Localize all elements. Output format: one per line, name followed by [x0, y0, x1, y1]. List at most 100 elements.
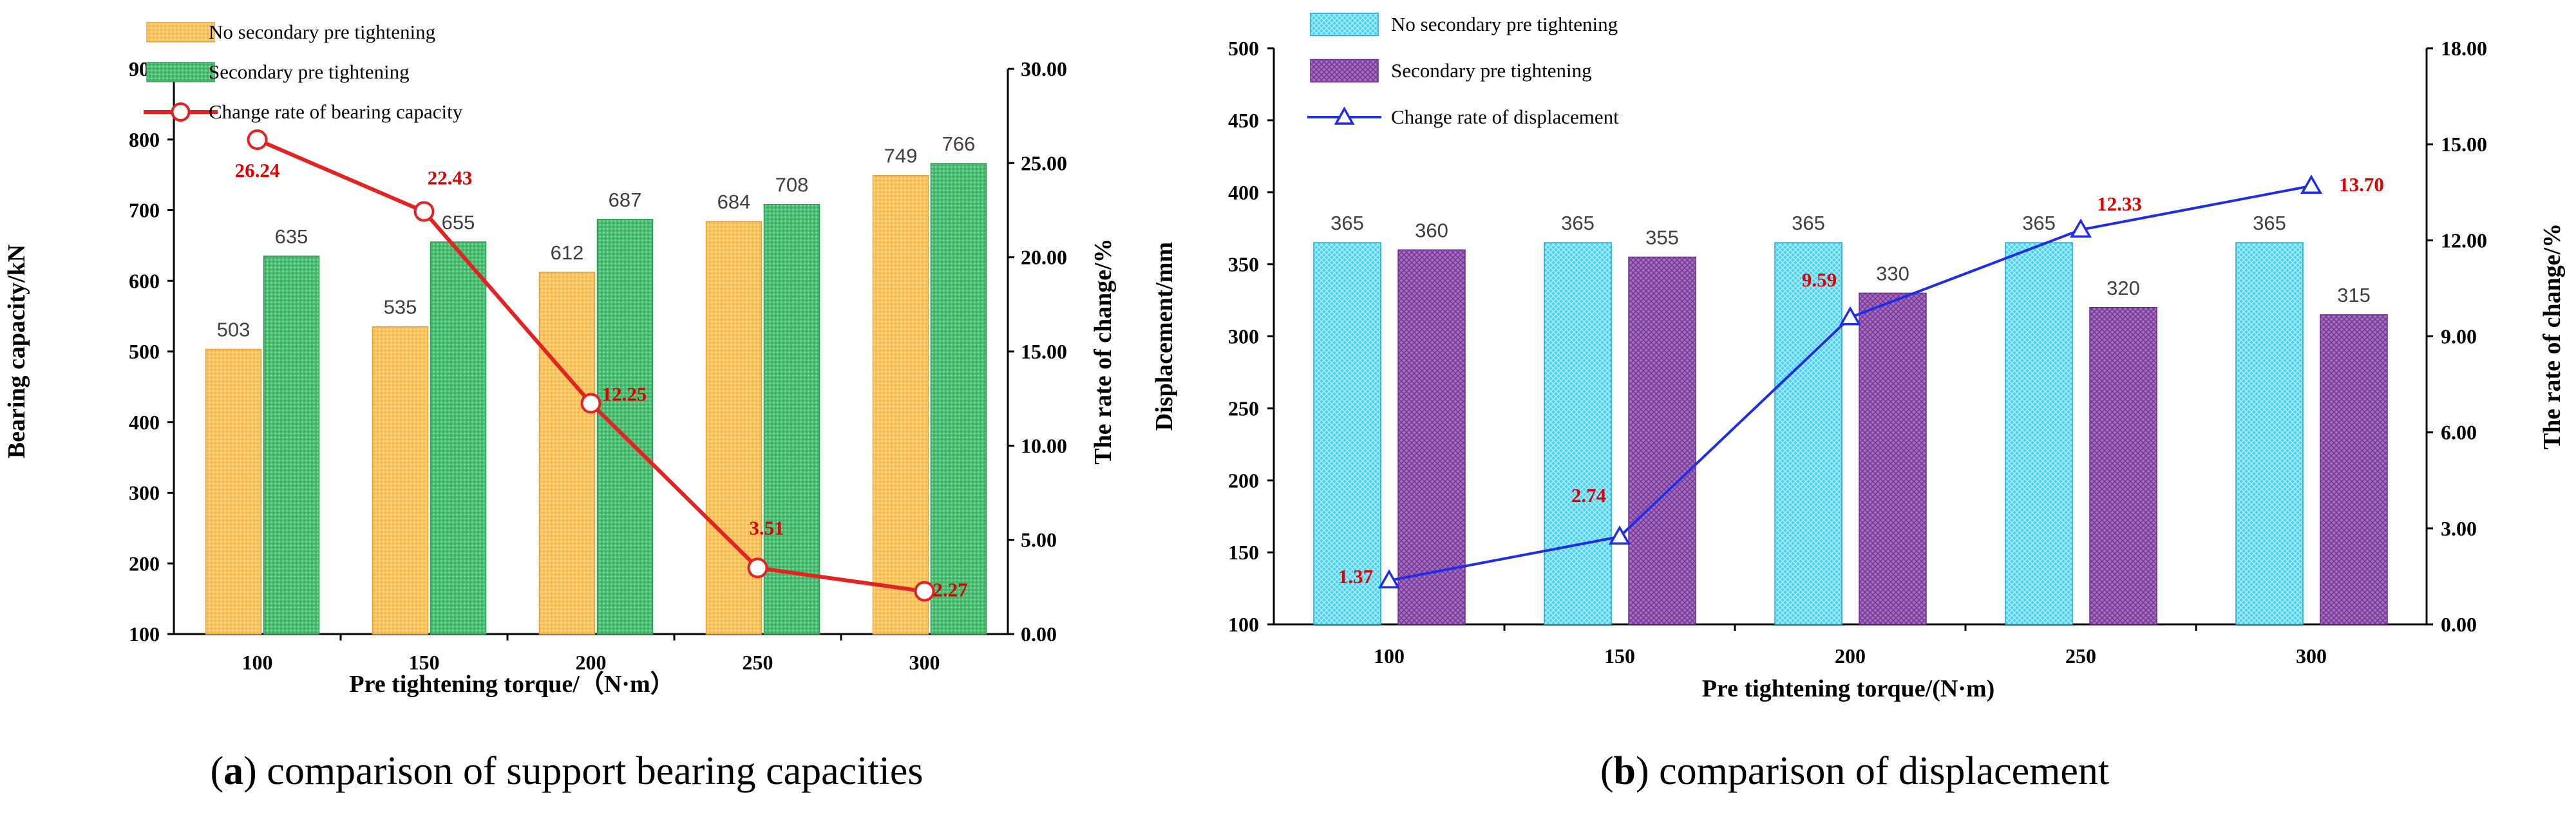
bar-label-series2-300: 766	[942, 133, 976, 155]
legend-marker	[1334, 106, 1355, 125]
y2-tick-label: 25.00	[1021, 151, 1067, 174]
bar-label-series1-300: 365	[2253, 212, 2286, 234]
legend: No secondary pre tightening Secondary pre…	[144, 21, 463, 123]
legend-label-series1: No secondary pre tightening	[1391, 13, 1618, 35]
rate-label-150: 2.74	[1571, 484, 1606, 507]
y-tick-label: 200	[1228, 469, 1259, 492]
rate-marker-150	[413, 201, 435, 222]
y2-tick-label: 12.00	[2441, 229, 2487, 252]
rate-marker-100	[1378, 569, 1401, 589]
rate-label-100: 26.24	[235, 159, 280, 182]
rate-marker-150	[1608, 525, 1631, 545]
y-tick-label: 500	[129, 340, 160, 363]
bar-series1-100	[1313, 242, 1381, 625]
bar-label-series2-200: 330	[1876, 262, 1909, 285]
caption-paren-close: )	[243, 749, 257, 793]
bar-series2-100	[263, 256, 320, 635]
bar-series2-250	[763, 203, 820, 635]
legend-label-series3: Change rate of bearing capacity	[209, 100, 463, 123]
y2-tick-label: 15.00	[2441, 133, 2487, 156]
caption-letter: a	[223, 749, 243, 793]
x-tick-label: 300	[909, 651, 940, 674]
caption-text: comparison of displacement	[1649, 749, 2110, 793]
bar-series2-150	[1628, 256, 1696, 625]
y2-tick-label: 20.00	[1021, 246, 1067, 269]
y2-tick-label: 5.00	[1021, 528, 1057, 552]
caption-text: comparison of support bearing capacities	[257, 749, 923, 793]
bar-label-series2-150: 655	[442, 211, 475, 234]
y-tick-label: 600	[129, 269, 160, 292]
bar-series2-250	[2089, 307, 2157, 625]
y2-tick-label: 10.00	[1021, 434, 1067, 457]
panel-b-chart: 100 150 200 250 300 350 400 450 500 0.00 3.00 6.00 9…	[1151, 12, 2566, 793]
bar-label-series2-150: 355	[1645, 226, 1679, 248]
legend-marker	[171, 102, 191, 122]
legend-swatch-series1	[1310, 12, 1379, 37]
y2-tick-label: 3.00	[2441, 517, 2477, 540]
y2-tick-label: 9.00	[2441, 325, 2477, 348]
bar-label-series2-100: 635	[275, 225, 308, 248]
y2-tick-label: 6.00	[2441, 421, 2477, 444]
x-tick-label: 150	[409, 651, 440, 674]
x-tick-label: 100	[242, 651, 273, 674]
bar-label-series2-250: 708	[775, 174, 809, 196]
x-tick-label: 150	[1604, 644, 1635, 668]
y2-tick-label: 15.00	[1021, 340, 1067, 363]
y-tick-label: 150	[1228, 541, 1259, 564]
y-tick-label: 200	[129, 552, 160, 575]
caption-paren-open: (	[210, 749, 223, 793]
rate-marker-300	[914, 581, 935, 602]
bar-series2-200	[1859, 292, 1927, 625]
legend-swatch-series2	[146, 62, 215, 82]
bar-label-series2-200: 687	[609, 189, 642, 211]
x-tick-label: 250	[2065, 644, 2096, 668]
bar-label-series2-250: 320	[2107, 277, 2140, 299]
legend-label-series1: No secondary pre tightening	[209, 21, 435, 43]
legend-label-series2: Secondary pre tightening	[1391, 59, 1592, 82]
rate-label-300: 13.70	[2339, 173, 2384, 196]
y-axis-title: Displacement/mm	[1151, 242, 1178, 431]
bar-series2-100	[1397, 249, 1466, 625]
x-tick-label: 300	[2296, 644, 2327, 668]
bar-series1-150	[372, 326, 429, 635]
bar-label-series2-100: 360	[1415, 219, 1448, 241]
bar-label-series1-200: 612	[551, 241, 584, 264]
x-tick-label: 250	[743, 651, 773, 674]
caption-paren-close: )	[1636, 749, 1649, 793]
x-axis-title: Pre tightening torque/(N·m)	[1702, 675, 1995, 702]
rate-label-250: 12.33	[2097, 192, 2142, 215]
bar-series2-150	[430, 241, 487, 635]
x-axis-title: Pre tightening torque/（N·m）	[349, 671, 674, 698]
y-tick-label: 800	[129, 128, 160, 151]
bar-label-series1-250: 684	[717, 191, 751, 213]
bar-label-series1-150: 535	[384, 296, 417, 319]
rate-marker-300	[2300, 174, 2323, 194]
rate-label-150: 22.43	[428, 167, 473, 189]
bar-label-series1-100: 503	[217, 319, 251, 341]
y-tick-label: 300	[129, 481, 160, 505]
y-tick-label: 700	[129, 199, 160, 222]
legend-swatch-series1	[146, 22, 215, 42]
bar-series1-200	[538, 272, 596, 635]
y2-axis-title: The rate of change/%	[1090, 238, 1117, 464]
rate-marker-250	[2069, 218, 2092, 238]
panel-a-chart: 1002003004005006007008009000.005.0010.00…	[3, 21, 1117, 793]
y2-tick-label: 30.00	[1021, 57, 1067, 80]
legend-label-series3: Change rate of displacement	[1391, 106, 1619, 128]
bar-series1-300	[2235, 242, 2304, 625]
legend-swatch-series2	[1310, 59, 1379, 83]
y2-tick-label: 0.00	[1021, 622, 1057, 646]
rate-marker-100	[247, 129, 268, 151]
bar-label-series1-300: 749	[884, 145, 918, 167]
bar-label-series2-300: 315	[2337, 284, 2371, 306]
panel-caption: (b) comparison of displacement	[1600, 749, 2109, 793]
legend-label-series2: Secondary pre tightening	[209, 61, 410, 83]
panel-caption: (a) comparison of support bearing capaci…	[210, 749, 923, 793]
y-tick-label: 500	[1228, 37, 1259, 60]
rate-marker-250	[747, 557, 768, 579]
bar-series1-250	[2005, 242, 2073, 625]
y-tick-label: 400	[129, 411, 160, 434]
x-tick-label: 200	[576, 651, 607, 674]
y-tick-label: 250	[1228, 397, 1259, 420]
